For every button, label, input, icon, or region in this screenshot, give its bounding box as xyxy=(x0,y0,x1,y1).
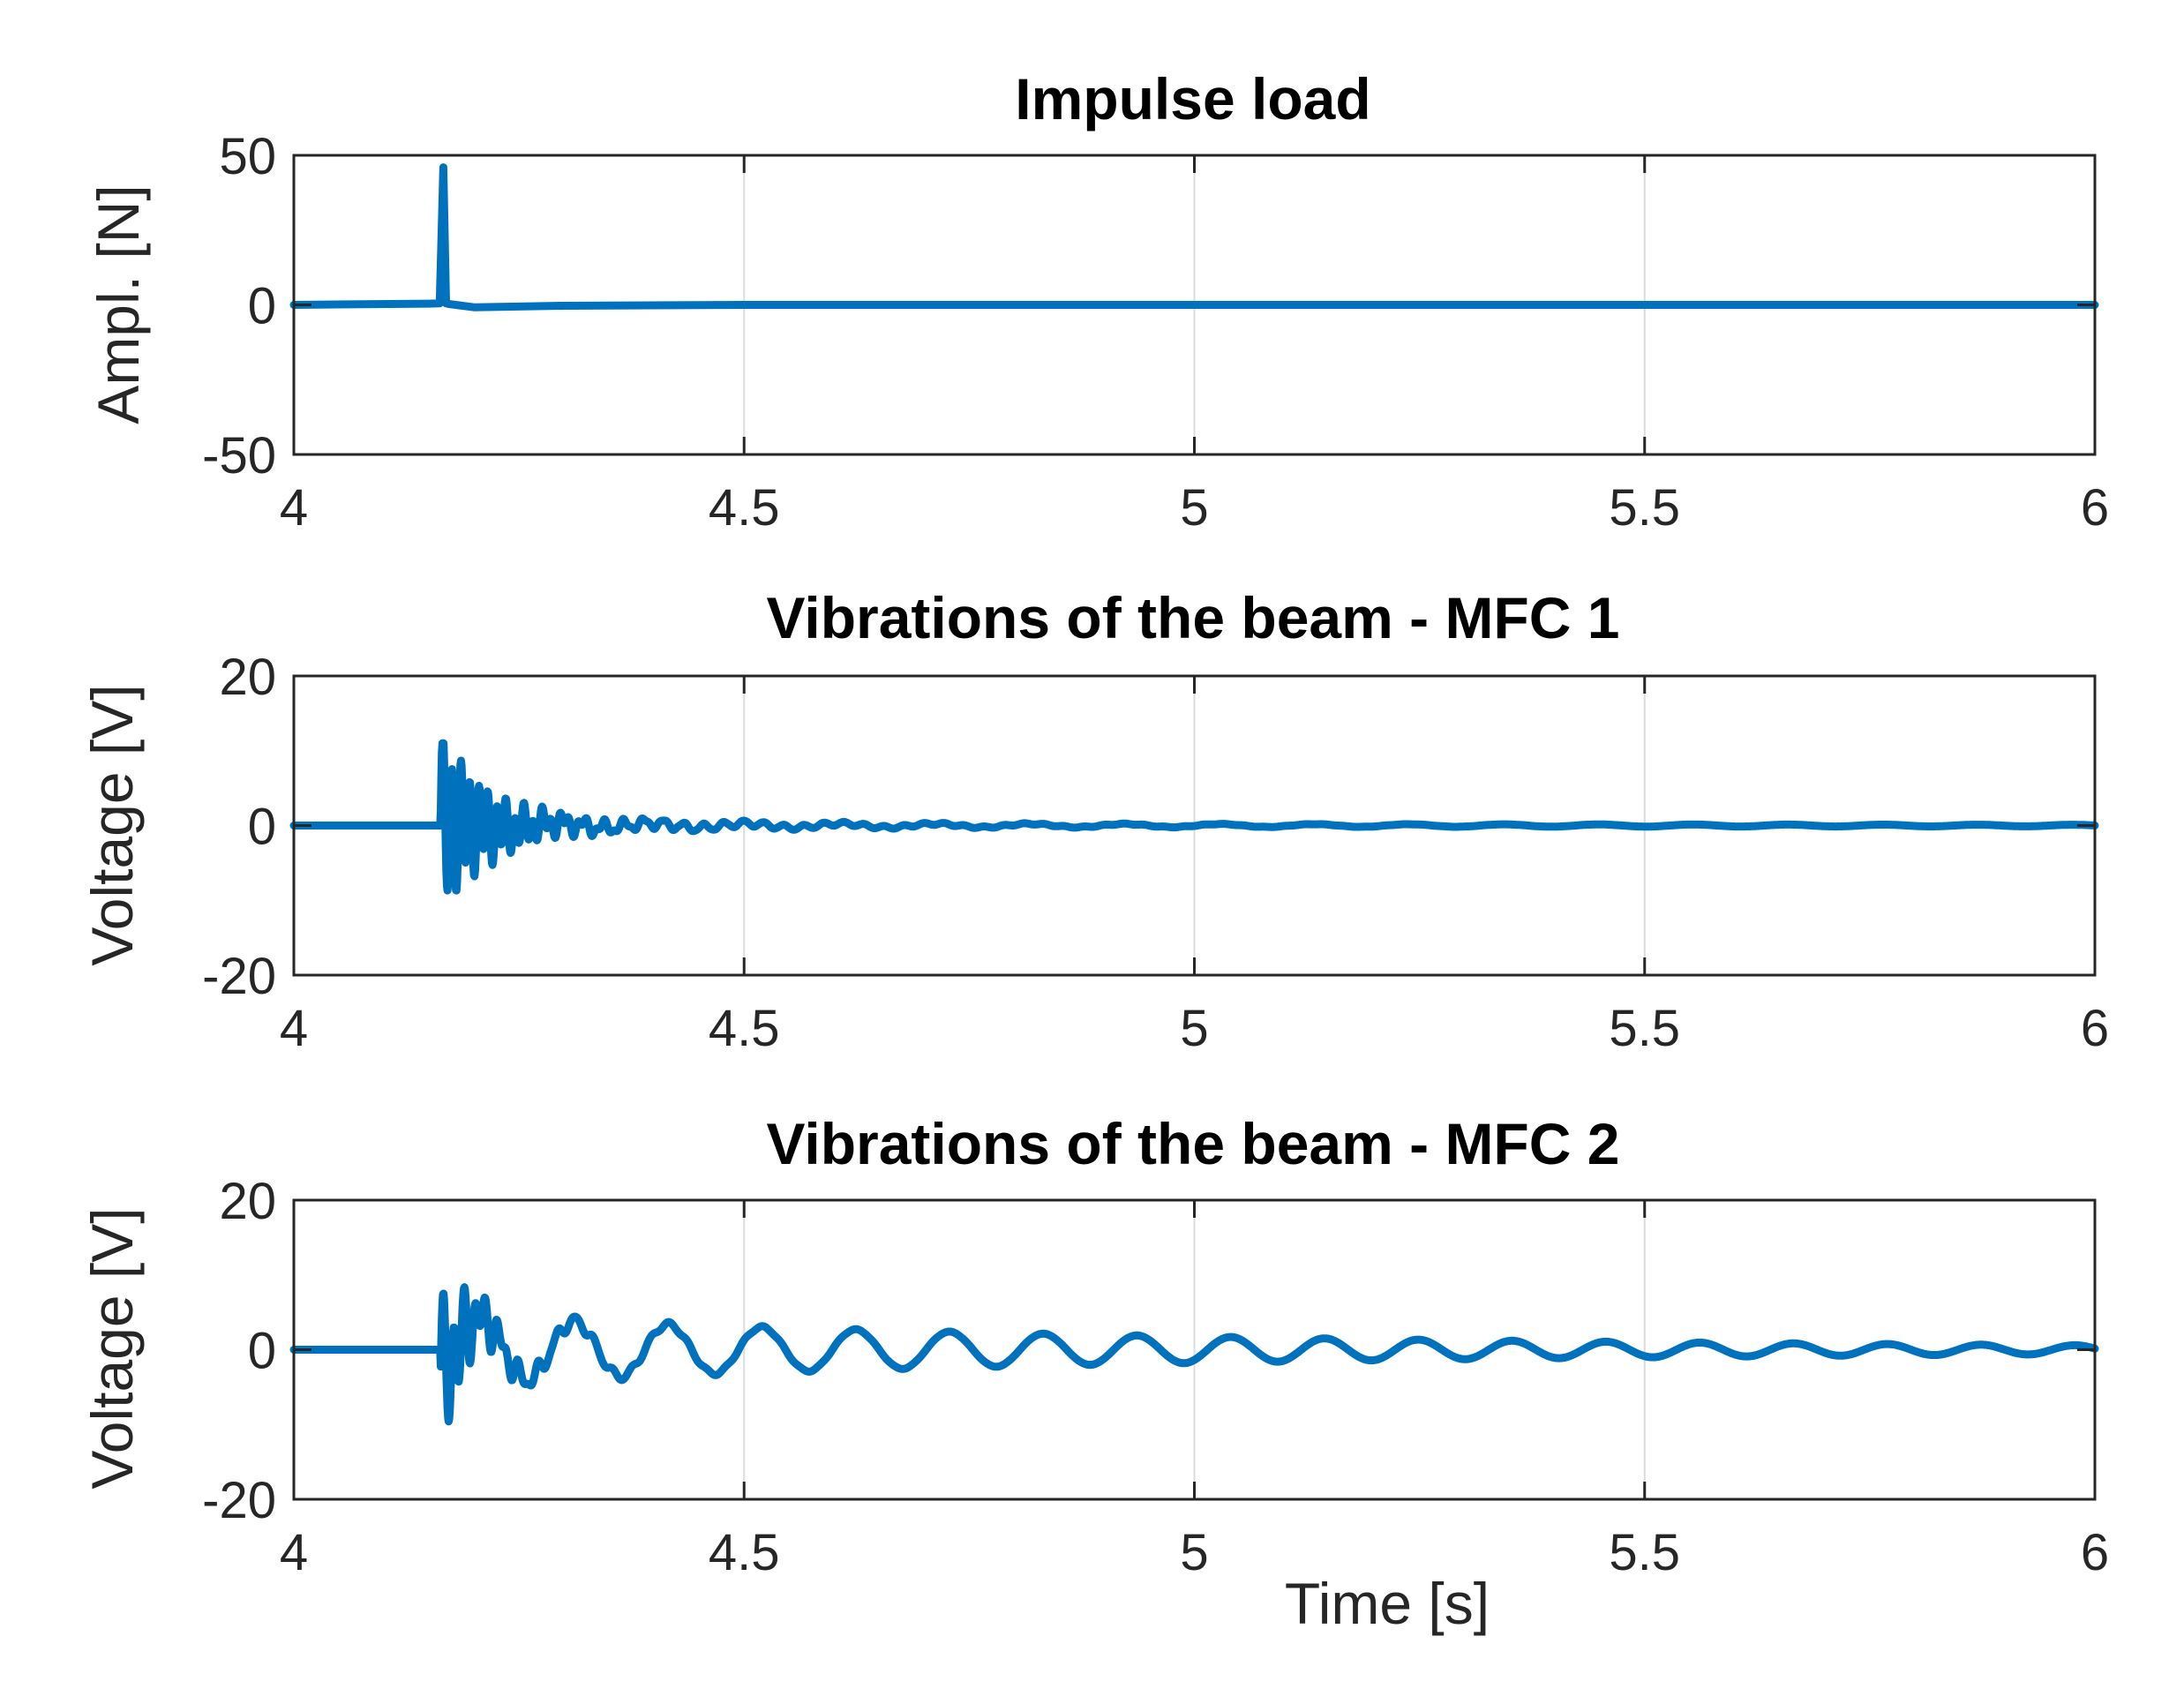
y-tick-label: 0 xyxy=(248,799,276,856)
x-tick-label: 4 xyxy=(280,479,308,537)
mfc1-panel: Vibrations of the beam - MFC 1 Voltage [… xyxy=(79,585,2109,1057)
x-axis-label: Time [s] xyxy=(1285,1571,1490,1636)
x-tick-label: 5.5 xyxy=(1609,479,1680,537)
x-tick-label: 5 xyxy=(1180,1524,1208,1581)
y-axis-label: Voltage [V] xyxy=(79,684,145,965)
x-tick-label: 4.5 xyxy=(709,1524,780,1581)
x-tick-label: 5 xyxy=(1180,1000,1208,1057)
chart-title: Vibrations of the beam - MFC 2 xyxy=(767,1111,1620,1176)
chart-title: Vibrations of the beam - MFC 1 xyxy=(767,585,1620,650)
y-tick-label: 0 xyxy=(248,1323,276,1380)
mfc2-panel: Vibrations of the beam - MFC 2 Voltage [… xyxy=(79,1111,2109,1636)
x-tick-label: 4 xyxy=(280,1000,308,1057)
x-tick-label: 6 xyxy=(2081,1000,2109,1057)
x-tick-label: 6 xyxy=(2081,1524,2109,1581)
x-tick-label: 5.5 xyxy=(1609,1000,1680,1057)
y-tick-label: -20 xyxy=(202,948,276,1005)
x-tick-label: 4 xyxy=(280,1524,308,1581)
y-axis-label: Voltage [V] xyxy=(79,1207,145,1489)
series-line xyxy=(289,1283,2099,1426)
y-tick-label: 20 xyxy=(219,649,276,706)
x-tick-label: 6 xyxy=(2081,479,2109,537)
x-tick-label: 4.5 xyxy=(709,479,780,537)
y-tick-label: 20 xyxy=(219,1173,276,1230)
x-tick-label: 5.5 xyxy=(1609,1524,1680,1581)
series-line xyxy=(289,163,2099,312)
y-axis-label: Ampl. [N] xyxy=(86,184,151,424)
x-tick-label: 5 xyxy=(1180,479,1208,537)
y-tick-label: 0 xyxy=(248,278,276,335)
chart-title: Impulse load xyxy=(1015,66,1370,131)
impulse-load-panel: Impulse load Ampl. [N] 4 4.5 5 5.5 6 50 0 -50 xyxy=(86,66,2109,537)
x-tick-label: 4.5 xyxy=(709,1000,780,1057)
y-tick-label: 50 xyxy=(219,128,276,185)
y-tick-label: -50 xyxy=(202,427,276,484)
y-tick-label: -20 xyxy=(202,1472,276,1529)
series-line xyxy=(289,739,2099,895)
